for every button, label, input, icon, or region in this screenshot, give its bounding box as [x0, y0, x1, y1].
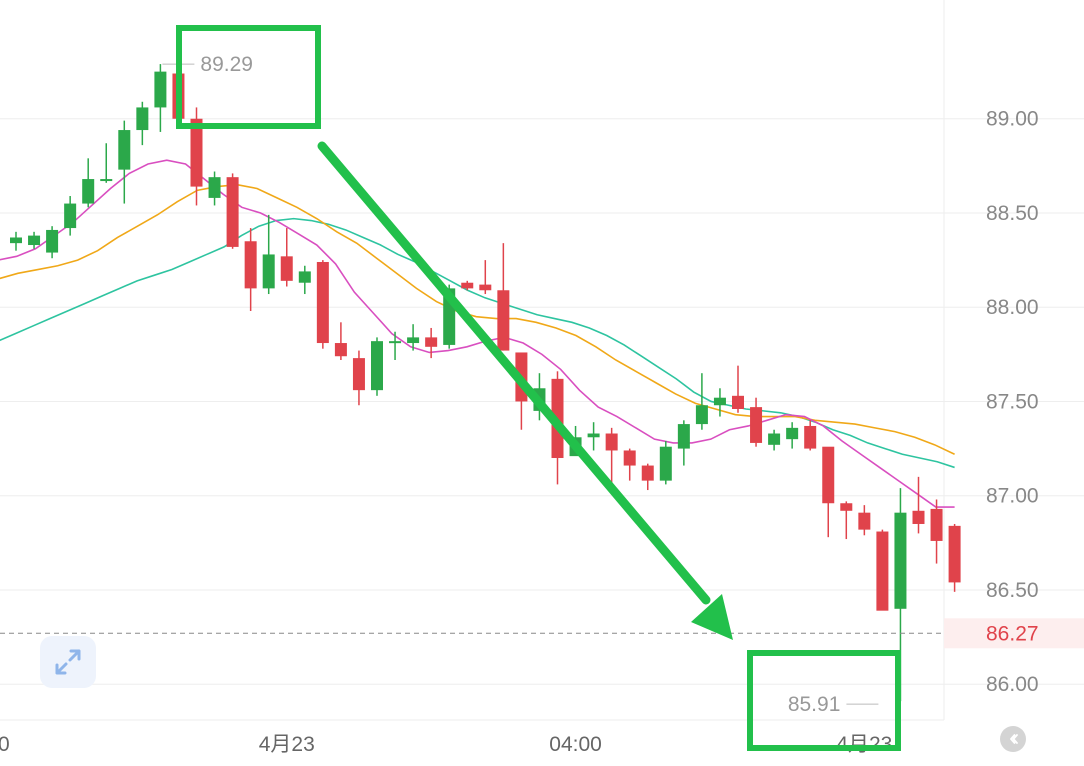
candle-down-body	[425, 337, 438, 347]
chevron-left-icon	[1010, 734, 1018, 744]
high-annotation-box	[176, 25, 321, 129]
y-tick-label: 89.00	[986, 108, 1039, 131]
moving-average-lines	[0, 159, 955, 508]
candle-up-body	[82, 179, 95, 204]
candlesticks	[10, 64, 961, 702]
last-price-tag	[944, 618, 1084, 649]
candle-up-body	[154, 71, 167, 108]
candle-down-body	[461, 282, 474, 289]
candle-down-body	[750, 407, 763, 443]
candle-up-body	[136, 107, 149, 131]
candle-up-body	[659, 446, 672, 481]
y-tick-label: 88.50	[986, 202, 1039, 225]
candle-down-body	[930, 508, 943, 541]
y-tick-label: 88.00	[986, 296, 1039, 319]
candle-down-body	[190, 118, 203, 187]
candle-up-body	[587, 433, 600, 438]
y-axis-ticks: 89.00 88.50 88.00 87.50 87.00 86.50 86.00	[986, 108, 1039, 696]
y-tick-label: 87.00	[986, 485, 1039, 508]
y-tick-label: 86.00	[986, 673, 1039, 696]
high-low-markers: 89.29 85.91	[162, 53, 879, 716]
candle-up-body	[677, 424, 690, 449]
candle-up-body	[10, 237, 22, 244]
candle-up-body	[695, 405, 708, 425]
candle-down-body	[912, 510, 925, 524]
candle-down-body	[244, 241, 257, 289]
candle-down-body	[497, 290, 510, 351]
candle-down-body	[623, 450, 636, 466]
candle-down-body	[804, 425, 817, 449]
low-price-label: 85.91	[788, 693, 841, 716]
candle-down-body	[840, 503, 853, 511]
ma-short-line	[0, 159, 955, 508]
candle-down-body	[732, 395, 744, 410]
candle-up-body	[64, 203, 77, 229]
candle-down-body	[858, 512, 871, 530]
candle-up-body	[28, 235, 41, 246]
ma-mid-line	[0, 183, 955, 455]
collapse-panel-button[interactable]	[1000, 726, 1026, 752]
candle-down-body	[876, 531, 889, 611]
trend-annotations	[176, 25, 901, 751]
x-tick-label: 00	[0, 733, 10, 756]
candle-down-body	[334, 343, 347, 357]
candle-down-body	[280, 256, 293, 281]
y-tick-label: 86.50	[986, 579, 1039, 602]
candle-up-body	[46, 229, 59, 253]
candle-down-body	[605, 433, 618, 451]
candle-up-body	[208, 177, 221, 198]
trend-arrow-shaft	[317, 141, 711, 605]
candle-up-body	[371, 341, 383, 391]
high-price-label: 89.29	[200, 53, 253, 76]
candle-up-body	[100, 179, 113, 182]
candle-down-body	[641, 465, 654, 481]
candle-up-body	[262, 254, 275, 289]
candle-down-body	[479, 284, 492, 291]
candle-down-body	[822, 446, 835, 504]
candle-down-body	[352, 358, 365, 391]
candle-up-body	[786, 427, 799, 440]
candle-up-body	[894, 512, 907, 609]
x-tick-label: 04:00	[549, 733, 602, 756]
expand-chart-button[interactable]	[40, 636, 96, 688]
last-price-line: 86.27	[0, 618, 1084, 649]
candle-up-body	[713, 397, 726, 406]
low-annotation-box	[747, 650, 901, 751]
x-tick-label: 4月23	[836, 733, 892, 756]
candle-up-body	[389, 341, 402, 344]
candle-down-body	[948, 525, 961, 583]
expand-icon	[55, 649, 81, 675]
y-tick-label: 87.50	[986, 390, 1039, 413]
trend-arrow-head	[691, 594, 733, 640]
x-tick-label: 4月23	[259, 733, 315, 756]
candle-down-body	[316, 261, 329, 344]
grid-lines	[0, 118, 1084, 685]
candle-up-body	[407, 337, 420, 344]
x-axis-ticks: 00 4月23 04:00 4月23	[0, 733, 892, 756]
candle-down-body	[226, 177, 239, 247]
candle-up-body	[298, 271, 311, 283]
candle-up-body	[768, 433, 781, 445]
last-price-label: 86.27	[986, 622, 1039, 645]
candle-up-body	[118, 130, 131, 170]
